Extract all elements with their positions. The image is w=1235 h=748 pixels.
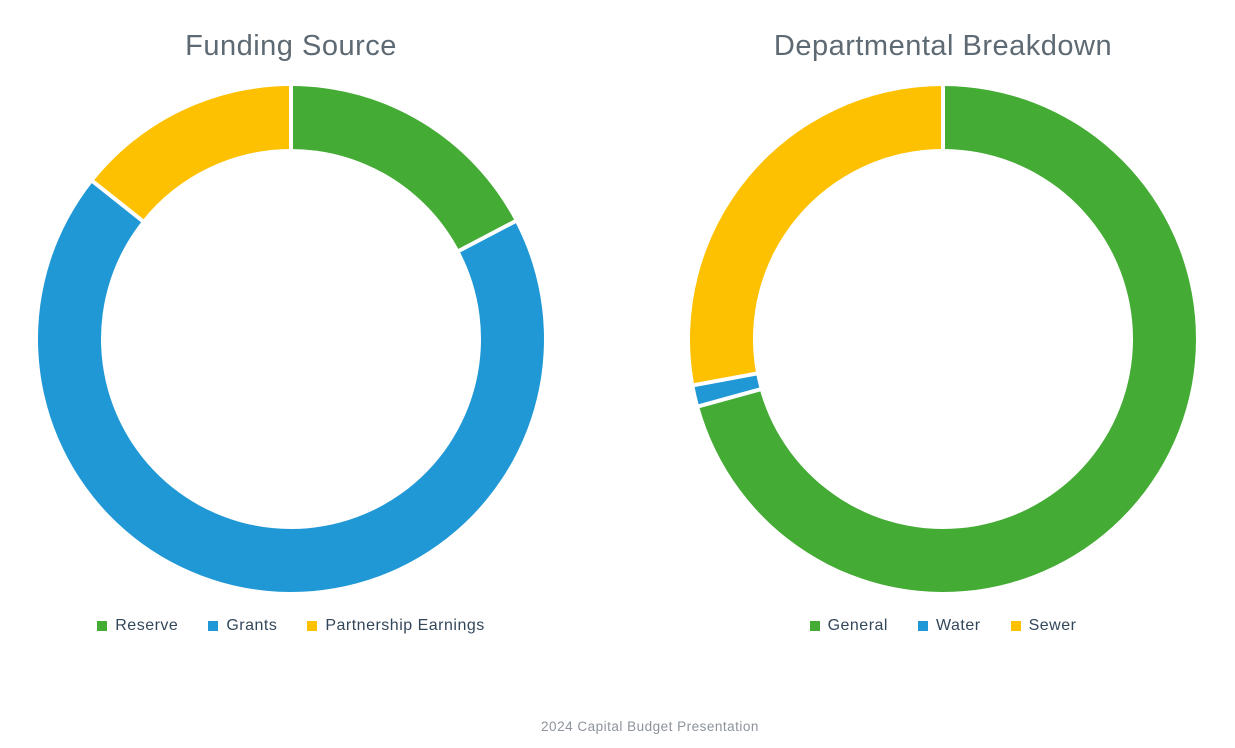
legend-label: Grants <box>226 617 278 634</box>
donut-slice-water <box>694 373 760 407</box>
departmental-breakdown-donut <box>690 85 1196 592</box>
legend-item-partnership-earnings: Partnership Earnings <box>307 617 484 635</box>
slice-separator <box>90 179 145 223</box>
legend-swatch-reserve <box>97 621 108 631</box>
funding-source-donut <box>37 85 544 592</box>
slice-separator <box>457 219 517 253</box>
donut-slice-partnership-earnings <box>93 86 291 221</box>
slice-separator <box>697 387 762 409</box>
donut-slice-grants <box>37 181 544 592</box>
departmental-breakdown-chart: Departmental Breakdown General Water Sewer <box>688 0 1198 700</box>
chart-title-funding-source: Funding Source <box>185 30 397 62</box>
legend-item-general: General <box>809 617 888 635</box>
legend-item-reserve: Reserve <box>97 617 178 635</box>
legend-label: Reserve <box>115 617 179 634</box>
departmental-breakdown-legend: General Water Sewer <box>608 617 1235 635</box>
legend-label: Sewer <box>1028 617 1077 634</box>
legend-item-sewer: Sewer <box>1010 617 1077 635</box>
footer-caption: 2024 Capital Budget Presentation <box>541 719 759 734</box>
donut-slice-reserve <box>291 86 515 251</box>
legend-swatch-general <box>809 621 820 631</box>
donut-slice-sewer <box>690 86 943 386</box>
chart-title-departmental-breakdown: Departmental Breakdown <box>773 30 1113 62</box>
legend-item-grants: Grants <box>208 617 277 635</box>
legend-item-water: Water <box>917 617 981 635</box>
legend-swatch-partnership-earnings <box>307 621 318 631</box>
slice-separator <box>692 371 758 388</box>
funding-source-chart: Funding Source Reserve Grants Partnership … <box>36 0 546 700</box>
funding-source-legend: Reserve Grants Partnership Earnings <box>0 617 626 635</box>
legend-swatch-sewer <box>1010 621 1021 631</box>
legend-label: Water <box>935 617 981 634</box>
legend-swatch-water <box>917 621 928 631</box>
legend-label: Partnership Earnings <box>325 617 485 634</box>
legend-swatch-grants <box>208 621 219 631</box>
legend-label: General <box>827 617 888 634</box>
